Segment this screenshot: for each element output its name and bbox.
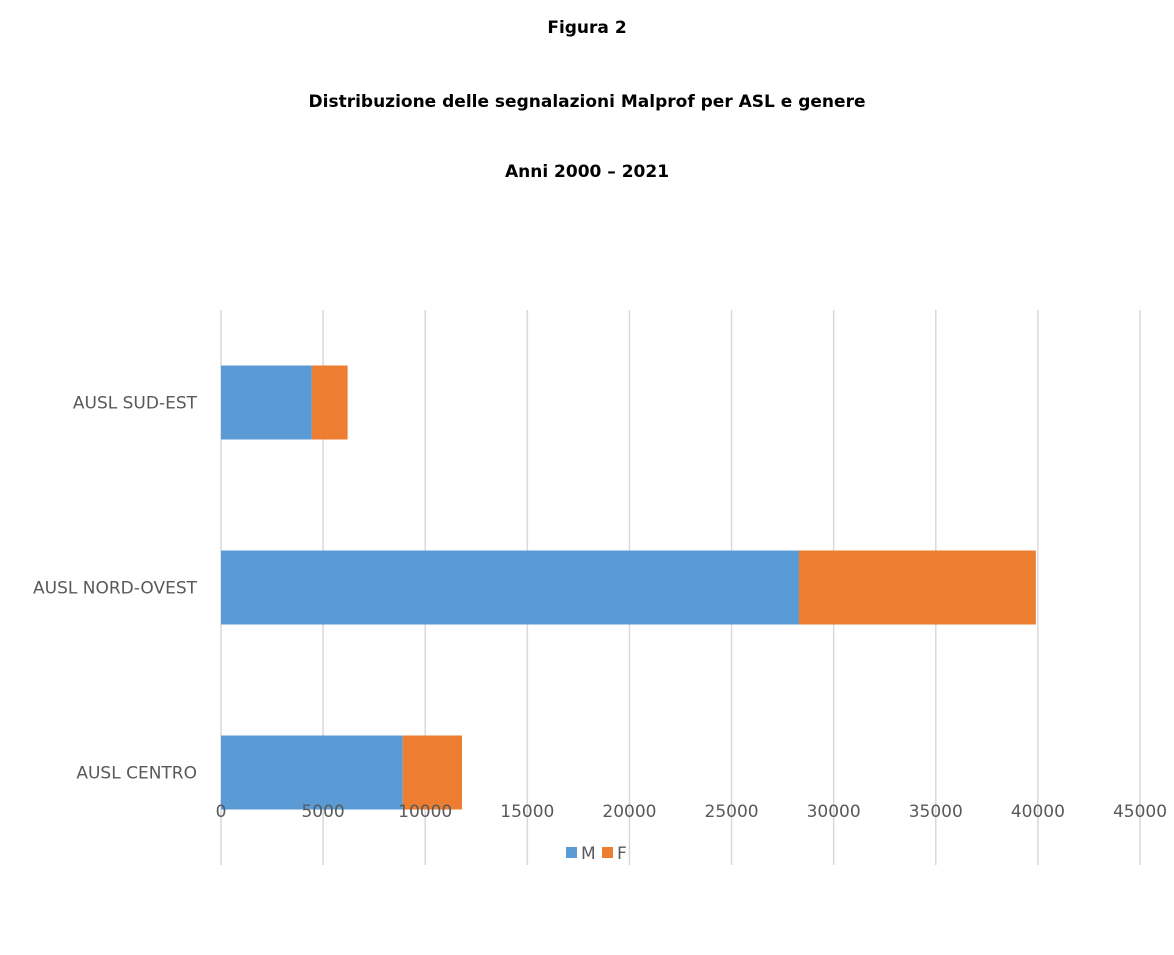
legend-swatch-m <box>566 847 577 858</box>
x-tick-label: 15000 <box>500 802 554 822</box>
bar-f-ausl-sud-est <box>311 365 348 440</box>
chart-subtitle: Anni 2000 – 2021 <box>504 162 670 182</box>
x-tick-label: 35000 <box>909 802 963 822</box>
bar-layer <box>221 365 1036 810</box>
x-tick-label: 5000 <box>301 802 344 822</box>
bar-f-ausl-nord-ovest <box>798 550 1036 625</box>
x-tick-label: 0 <box>216 802 227 822</box>
x-tick-label: 20000 <box>602 802 656 822</box>
legend-label-f: F <box>617 844 627 864</box>
x-tick-label: 10000 <box>398 802 452 822</box>
bar-m-ausl-centro <box>221 735 403 810</box>
x-tick-label: 30000 <box>807 802 861 822</box>
chart-title: Distribuzione delle segnalazioni Malprof… <box>308 92 866 112</box>
category-label: AUSL CENTRO <box>76 764 197 784</box>
axis-labels: 0 5000 10000 15000 20000 25000 30000 35000 40000… <box>33 394 1167 823</box>
bar-m-ausl-nord-ovest <box>221 550 799 625</box>
x-tick-label: 45000 <box>1113 802 1167 822</box>
x-tick-label: 25000 <box>705 802 759 822</box>
legend-label-m: M <box>581 844 596 864</box>
legend-swatch-f <box>602 847 613 858</box>
bar-f-ausl-centro <box>402 735 462 810</box>
x-tick-label: 40000 <box>1011 802 1065 822</box>
category-label: AUSL NORD-OVEST <box>33 579 198 599</box>
bar-m-ausl-sud-est <box>221 365 312 440</box>
figure-label: Figura 2 <box>547 18 627 38</box>
category-label: AUSL SUD-EST <box>73 394 198 414</box>
